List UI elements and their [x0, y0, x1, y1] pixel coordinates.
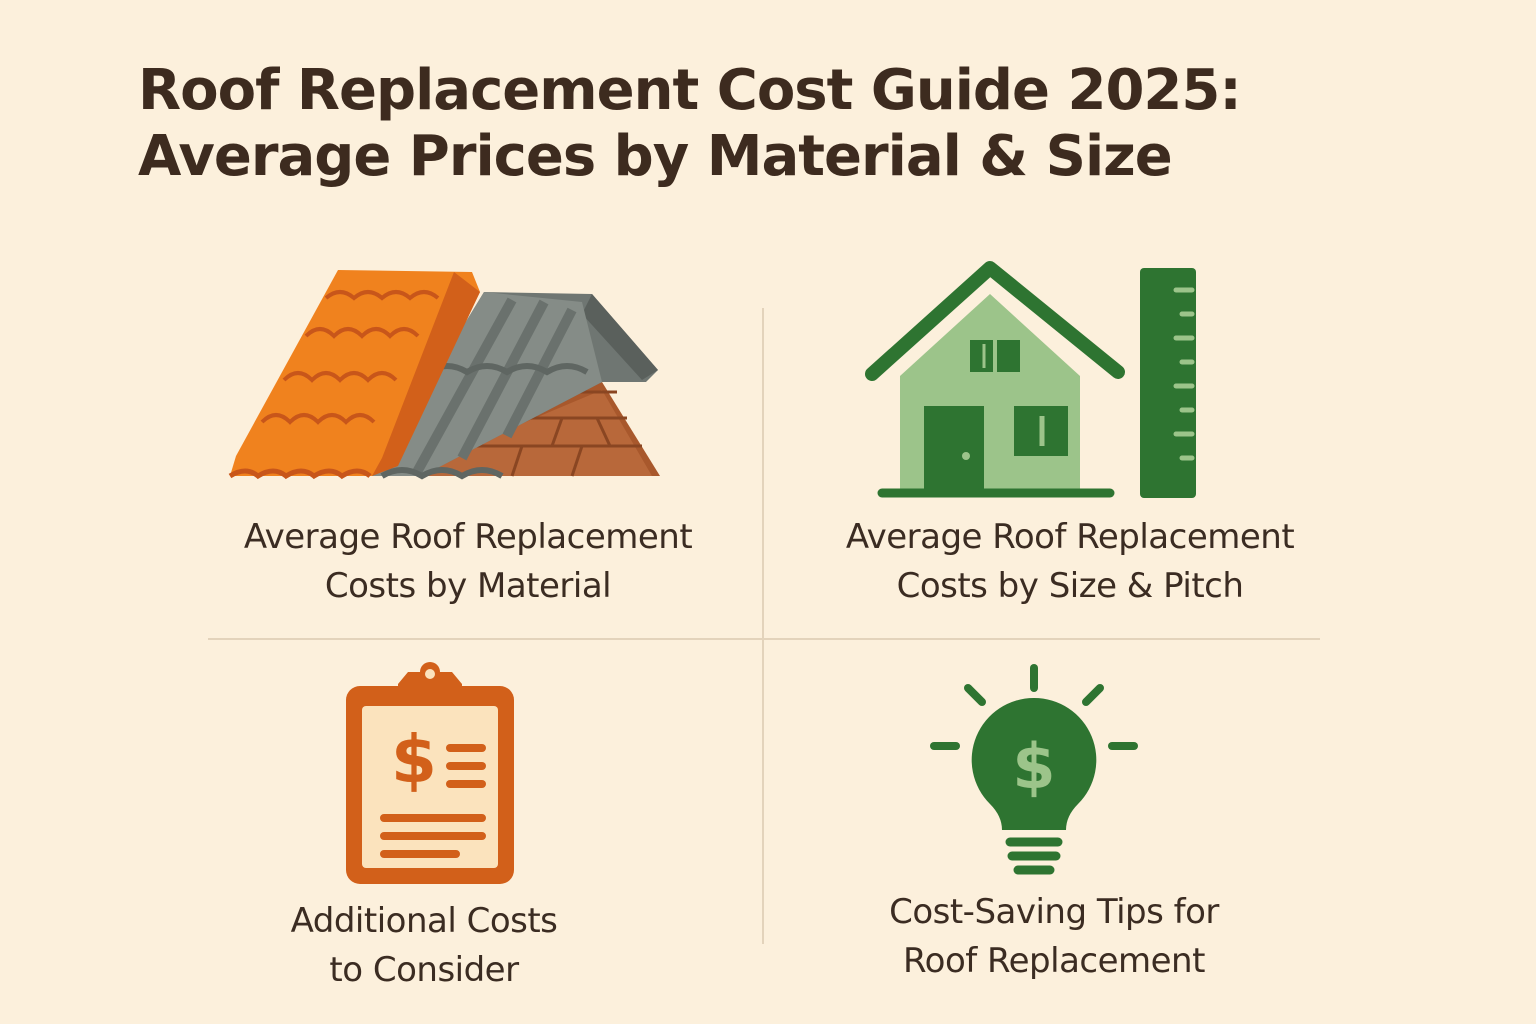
- section-size-line-1: Average Roof Replacement: [845, 517, 1295, 557]
- section-tips-caption: Cost-Saving Tips for Roof Replacement: [834, 888, 1274, 986]
- section-additional-caption: Additional Costs to Consider: [214, 897, 634, 995]
- house-ruler-icon: [865, 261, 1196, 498]
- svg-text:$: $: [1012, 730, 1055, 803]
- section-additional-line-1: Additional Costs: [290, 901, 558, 941]
- section-size-line-2: Costs by Size & Pitch: [896, 566, 1244, 606]
- section-additional-line-2: to Consider: [329, 950, 519, 990]
- vertical-divider: [762, 308, 764, 944]
- title-line-1: Roof Replacement Cost Guide 2025:: [138, 58, 1242, 123]
- section-material-line-2: Costs by Material: [324, 566, 612, 606]
- section-material-line-1: Average Roof Replacement: [243, 517, 693, 557]
- clipboard-dollar-icon: $: [346, 662, 514, 884]
- roof-materials-icon: [228, 270, 660, 480]
- section-tips-line-1: Cost-Saving Tips for: [889, 892, 1219, 932]
- horizontal-divider: [208, 638, 1320, 640]
- section-material-caption: Average Roof Replacement Costs by Materi…: [190, 513, 746, 611]
- lightbulb-dollar-icon: $: [930, 664, 1138, 875]
- page-title: Roof Replacement Cost Guide 2025: Averag…: [138, 58, 1438, 190]
- svg-text:$: $: [391, 721, 437, 798]
- section-tips-line-2: Roof Replacement: [903, 941, 1205, 981]
- section-size-caption: Average Roof Replacement Costs by Size &…: [792, 513, 1348, 611]
- title-line-2: Average Prices by Material & Size: [138, 124, 1173, 189]
